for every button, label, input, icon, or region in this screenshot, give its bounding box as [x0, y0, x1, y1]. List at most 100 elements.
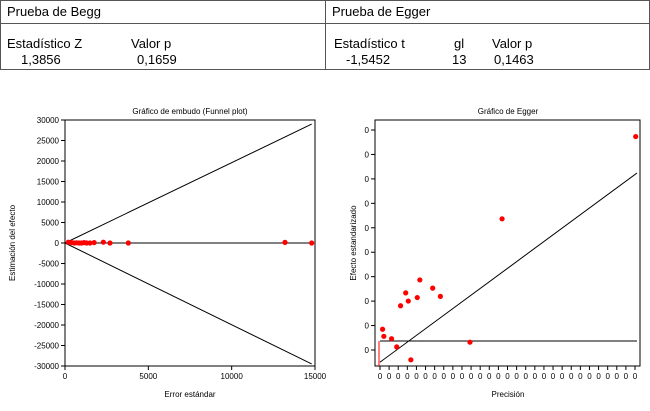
funnel-title: Gráfico de embudo (Funnel plot): [132, 107, 248, 116]
egger-point: [430, 285, 436, 291]
egger-point: [414, 294, 420, 301]
egger-xtick-label: 0: [442, 372, 447, 381]
egger-point: [417, 277, 423, 283]
egger-xtick-label: 0: [533, 372, 538, 381]
egger-xtick-label: 0: [432, 372, 437, 381]
funnel-xtick-label: 10000: [221, 372, 244, 381]
egger-ytick-label: 0: [365, 273, 370, 282]
funnel-ytick-label: -10000: [34, 280, 59, 289]
egger-xtick-label: 0: [605, 372, 610, 381]
begg-title: Prueba de Begg: [7, 4, 101, 19]
egger-xlabel: Precisión: [492, 390, 525, 399]
egger-xtick-label: 0: [505, 372, 510, 381]
egger-xtick-label: 0: [587, 372, 592, 381]
egger-xtick-label: 0: [460, 372, 465, 381]
egger-point: [633, 133, 639, 140]
begg-p-label: Valor p: [131, 36, 172, 51]
egger-point: [437, 293, 443, 299]
egger-stat-label: Estadístico t: [334, 36, 405, 51]
funnel-point: [100, 239, 106, 245]
egger-gl-label: gl: [454, 36, 465, 51]
egger-xtick-label: 0: [578, 372, 583, 381]
funnel-ytick-label: 30000: [37, 116, 60, 125]
egger-gl-value: 13: [452, 52, 467, 67]
egger-xtick-label: 0: [496, 372, 501, 381]
funnel-plot: Gráfico de embudo (Funnel plot) 30000 250…: [8, 107, 327, 399]
funnel-ytick-label: -15000: [34, 301, 59, 310]
funnel-xlabel: Error estándar: [164, 390, 215, 399]
begg-p-value: 0,1659: [137, 52, 177, 67]
funnel-ytick-label: 20000: [37, 157, 60, 166]
egger-point: [394, 344, 400, 350]
funnel-point: [309, 240, 315, 246]
begg-stat-label: Estadístico Z: [7, 36, 83, 51]
egger-ytick-label: 0: [365, 199, 370, 208]
egger-point: [379, 326, 386, 332]
egger-ytick-label: 0: [365, 346, 370, 355]
funnel-xtick-label: 5000: [139, 372, 157, 381]
egger-xtick-label: 0: [596, 372, 601, 381]
funnel-ytick-label: 5000: [41, 219, 59, 228]
egger-xtick-label: 0: [633, 372, 638, 381]
egger-xtick-label: 0: [542, 372, 547, 381]
funnel-ytick-label: 25000: [37, 137, 60, 146]
egger-point: [499, 216, 505, 222]
funnel-ytick-label: 15000: [37, 178, 60, 187]
begg-panel: Prueba de Begg Estadístico Z Valor p 1,3…: [0, 0, 326, 70]
funnel-ytick-label: -25000: [34, 342, 59, 351]
egger-xtick-label: 0: [551, 372, 556, 381]
egger-xtick-label: 0: [405, 372, 410, 381]
egger-xtick-label: 0: [387, 372, 392, 381]
egger-ytick-label: 0: [365, 224, 370, 233]
funnel-xtick-label: 0: [63, 372, 68, 381]
funnel-point: [282, 239, 288, 245]
funnel-line-1: [64, 242, 312, 365]
egger-xtick-label: 0: [523, 372, 528, 381]
funnel-ytick-label: -20000: [34, 321, 59, 330]
funnel-ylabel: Estimación del efecto: [8, 204, 17, 281]
funnel-xtick-label: 15000: [304, 372, 327, 381]
egger-ytick-label: 0: [365, 297, 370, 306]
funnel-ytick-label: -30000: [34, 362, 59, 371]
egger-xtick-label: 0: [469, 372, 474, 381]
egger-ytick-label: 0: [365, 248, 370, 257]
egger-p-label: Valor p: [492, 36, 533, 51]
egger-point: [467, 339, 473, 345]
egger-xtick-label: 0: [624, 372, 629, 381]
egger-xtick-label: 0: [396, 372, 401, 381]
egger-xtick-label: 0: [378, 372, 383, 381]
egger-xtick-label: 0: [615, 372, 620, 381]
funnel-point: [91, 239, 97, 246]
begg-stat-value: 1,3856: [21, 52, 61, 67]
funnel-line-0: [64, 123, 312, 244]
funnel-point: [107, 240, 113, 246]
egger-xtick-label: 0: [487, 372, 492, 381]
funnel-ytick-label: 0: [55, 239, 60, 248]
egger-p-value: 0,1463: [494, 52, 534, 67]
egger-ytick-label: 0: [365, 150, 370, 159]
egger-xtick-label: 0: [569, 372, 574, 381]
egger-panel: Prueba de Egger Estadístico t gl Valor p…: [325, 0, 650, 70]
egger-ytick-label: 0: [365, 322, 370, 331]
egger-header: [326, 1, 649, 24]
egger-line-0: [379, 172, 638, 363]
funnel-point: [125, 240, 131, 246]
funnel-point: [87, 240, 93, 246]
egger-xtick-label: 0: [560, 372, 565, 381]
egger-point: [405, 298, 411, 304]
egger-xtick-label: 0: [451, 372, 456, 381]
egger-ytick-label: 0: [365, 175, 370, 184]
funnel-ytick-label: -5000: [39, 260, 60, 269]
egger-point: [408, 357, 414, 363]
egger-ylabel: Efecto estandarizado: [349, 205, 358, 281]
egger-point: [388, 336, 395, 342]
egger-point: [381, 333, 387, 339]
egger-title: Prueba de Egger: [332, 4, 431, 19]
egger-ytick-label: 0: [365, 126, 370, 135]
egger-xtick-label: 0: [423, 372, 428, 381]
funnel-ytick-label: 10000: [37, 198, 60, 207]
egger-point: [403, 290, 409, 296]
egger-stat-value: -1,5452: [346, 52, 391, 67]
